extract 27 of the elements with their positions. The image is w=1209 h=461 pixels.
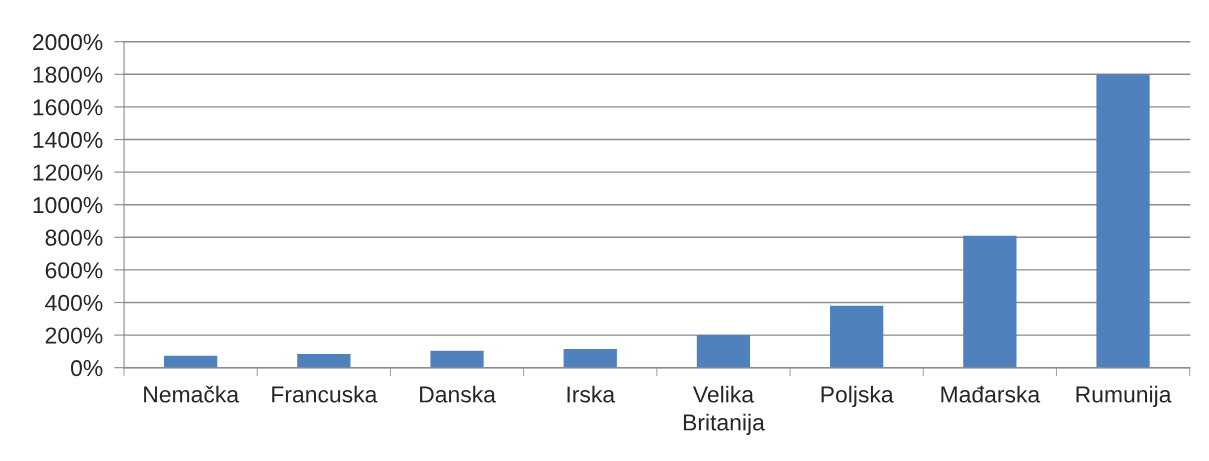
x-tick-label: Francuska [272, 385, 378, 403]
y-tick-label: 1600% [33, 99, 103, 116]
bar [297, 354, 351, 368]
x-tick-label: Danska [420, 385, 496, 403]
y-tick-label: 400% [45, 294, 103, 312]
y-tick-label: 1200% [33, 164, 103, 181]
bar [164, 355, 218, 368]
y-tick-label: 800% [45, 229, 103, 246]
bar [830, 305, 884, 368]
y-tick-label: 0% [70, 360, 103, 377]
x-tick-label: Poljska [821, 385, 894, 408]
y-tick-label: 1800% [33, 66, 103, 83]
y-tick-label: 200% [45, 327, 103, 344]
bar [963, 235, 1017, 368]
y-tick-label: 1400% [33, 131, 103, 149]
x-tick-label: Irska [567, 385, 616, 403]
x-tick-label: Mađarska [941, 385, 1041, 403]
y-tick-label: 1000% [33, 197, 103, 214]
bar [696, 335, 751, 368]
bar [1096, 74, 1150, 368]
bar [430, 350, 484, 368]
y-tick-label: 600% [45, 262, 103, 279]
y-tick-label: 2000% [33, 34, 103, 51]
x-tick-label: Velika Britanija [683, 385, 765, 436]
x-tick-label: Rumunija [1076, 385, 1172, 408]
x-tick-label: Nemačka [144, 385, 240, 403]
bar [563, 348, 617, 368]
